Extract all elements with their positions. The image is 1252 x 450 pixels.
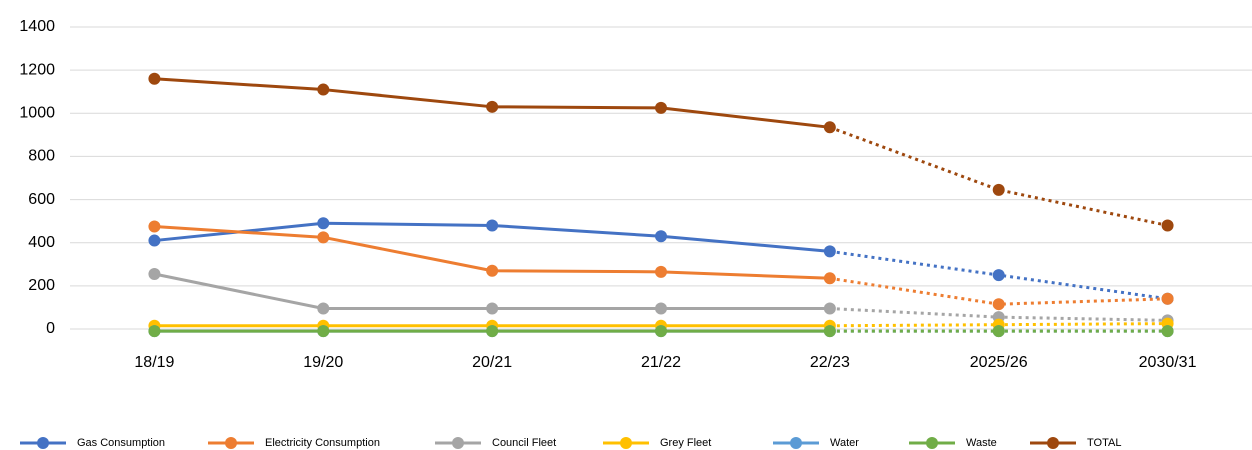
projected-line: [829, 125, 1168, 227]
marker: [823, 302, 836, 315]
legend-marker: [926, 437, 938, 449]
marker: [317, 325, 330, 338]
legend-marker: [37, 437, 49, 449]
marker: [486, 325, 499, 338]
x-tick-label: 2025/26: [970, 354, 1028, 371]
marker: [823, 121, 836, 134]
marker: [1161, 292, 1174, 305]
marker: [148, 267, 161, 280]
x-tick-label: 2030/31: [1139, 354, 1197, 371]
marker: [486, 302, 499, 315]
legend-marker: [790, 437, 802, 449]
x-tick-label: 19/20: [303, 354, 343, 371]
marker: [823, 325, 836, 338]
marker: [992, 269, 1005, 282]
marker: [148, 325, 161, 338]
marker: [486, 219, 499, 232]
legend-marker: [1047, 437, 1059, 449]
marker: [655, 302, 667, 315]
marker: [992, 183, 1005, 196]
marker: [148, 234, 161, 247]
marker: [317, 217, 330, 230]
marker: [1161, 325, 1174, 338]
y-tick-label: 800: [28, 148, 55, 165]
y-tick-label: 400: [28, 234, 55, 251]
marker: [823, 245, 836, 258]
marker: [486, 264, 499, 277]
marker: [486, 100, 499, 113]
marker: [655, 265, 667, 278]
legend-label: Waste: [966, 437, 997, 449]
y-tick-label: 200: [28, 277, 55, 294]
marker: [317, 231, 330, 244]
y-tick-label: 0: [46, 320, 55, 337]
x-tick-label: 20/21: [472, 354, 512, 371]
marker: [655, 230, 667, 243]
legend-label: Grey Fleet: [660, 437, 711, 449]
marker: [655, 101, 667, 114]
legend-marker: [620, 437, 632, 449]
marker: [992, 325, 1005, 338]
legend-marker: [225, 437, 237, 449]
marker: [317, 83, 330, 96]
marker: [992, 298, 1005, 311]
marker: [655, 325, 667, 338]
marker: [317, 302, 330, 315]
legend-label: Gas Consumption: [77, 437, 165, 449]
legend-marker: [452, 437, 464, 449]
legend-label: Council Fleet: [492, 437, 556, 449]
y-tick-label: 600: [28, 191, 55, 208]
y-tick-label: 1200: [19, 61, 55, 78]
marker: [1161, 219, 1174, 232]
legend-label: TOTAL: [1087, 437, 1121, 449]
marker: [148, 72, 161, 85]
marker: [823, 272, 836, 285]
x-tick-label: 22/23: [810, 354, 850, 371]
marker: [148, 220, 161, 233]
y-tick-label: 1400: [19, 18, 55, 35]
x-tick-label: 18/19: [134, 354, 174, 371]
y-tick-label: 1000: [19, 105, 55, 122]
legend-label: Water: [830, 437, 859, 449]
x-tick-label: 21/22: [641, 354, 681, 371]
legend-label: Electricity Consumption: [265, 437, 380, 449]
